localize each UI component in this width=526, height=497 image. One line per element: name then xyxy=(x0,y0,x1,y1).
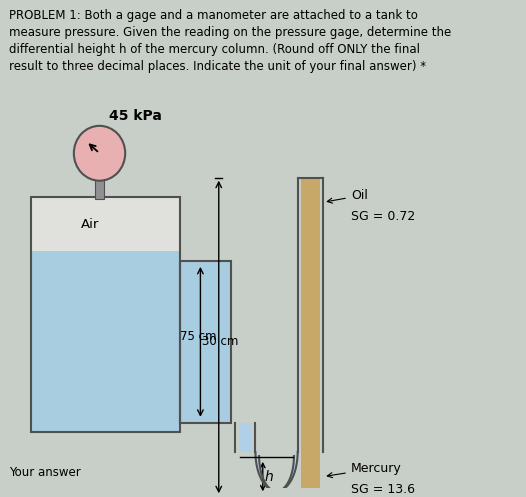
Bar xyxy=(180,261,231,422)
Text: Air: Air xyxy=(82,218,100,231)
Text: 30 cm: 30 cm xyxy=(202,335,239,348)
Text: 75 cm: 75 cm xyxy=(179,331,216,343)
Text: Mercury: Mercury xyxy=(327,462,401,478)
Bar xyxy=(239,422,252,452)
Polygon shape xyxy=(256,452,298,491)
Bar xyxy=(31,251,180,432)
Circle shape xyxy=(74,126,125,181)
Bar xyxy=(180,261,231,422)
Text: PROBLEM 1: Both a gage and a manometer are attached to a tank to
measure pressur: PROBLEM 1: Both a gage and a manometer a… xyxy=(9,9,451,73)
Text: Your answer: Your answer xyxy=(9,466,80,479)
Bar xyxy=(301,457,320,496)
Text: Oil: Oil xyxy=(327,189,368,203)
Text: h: h xyxy=(265,470,274,484)
Text: SG = 13.6: SG = 13.6 xyxy=(351,483,415,496)
Bar xyxy=(95,180,104,199)
Text: Water: Water xyxy=(0,496,1,497)
Bar xyxy=(301,178,320,496)
Bar xyxy=(31,197,180,251)
Text: 45 kPa: 45 kPa xyxy=(109,109,161,123)
Bar xyxy=(31,197,180,432)
Text: SG = 0.72: SG = 0.72 xyxy=(351,210,415,224)
